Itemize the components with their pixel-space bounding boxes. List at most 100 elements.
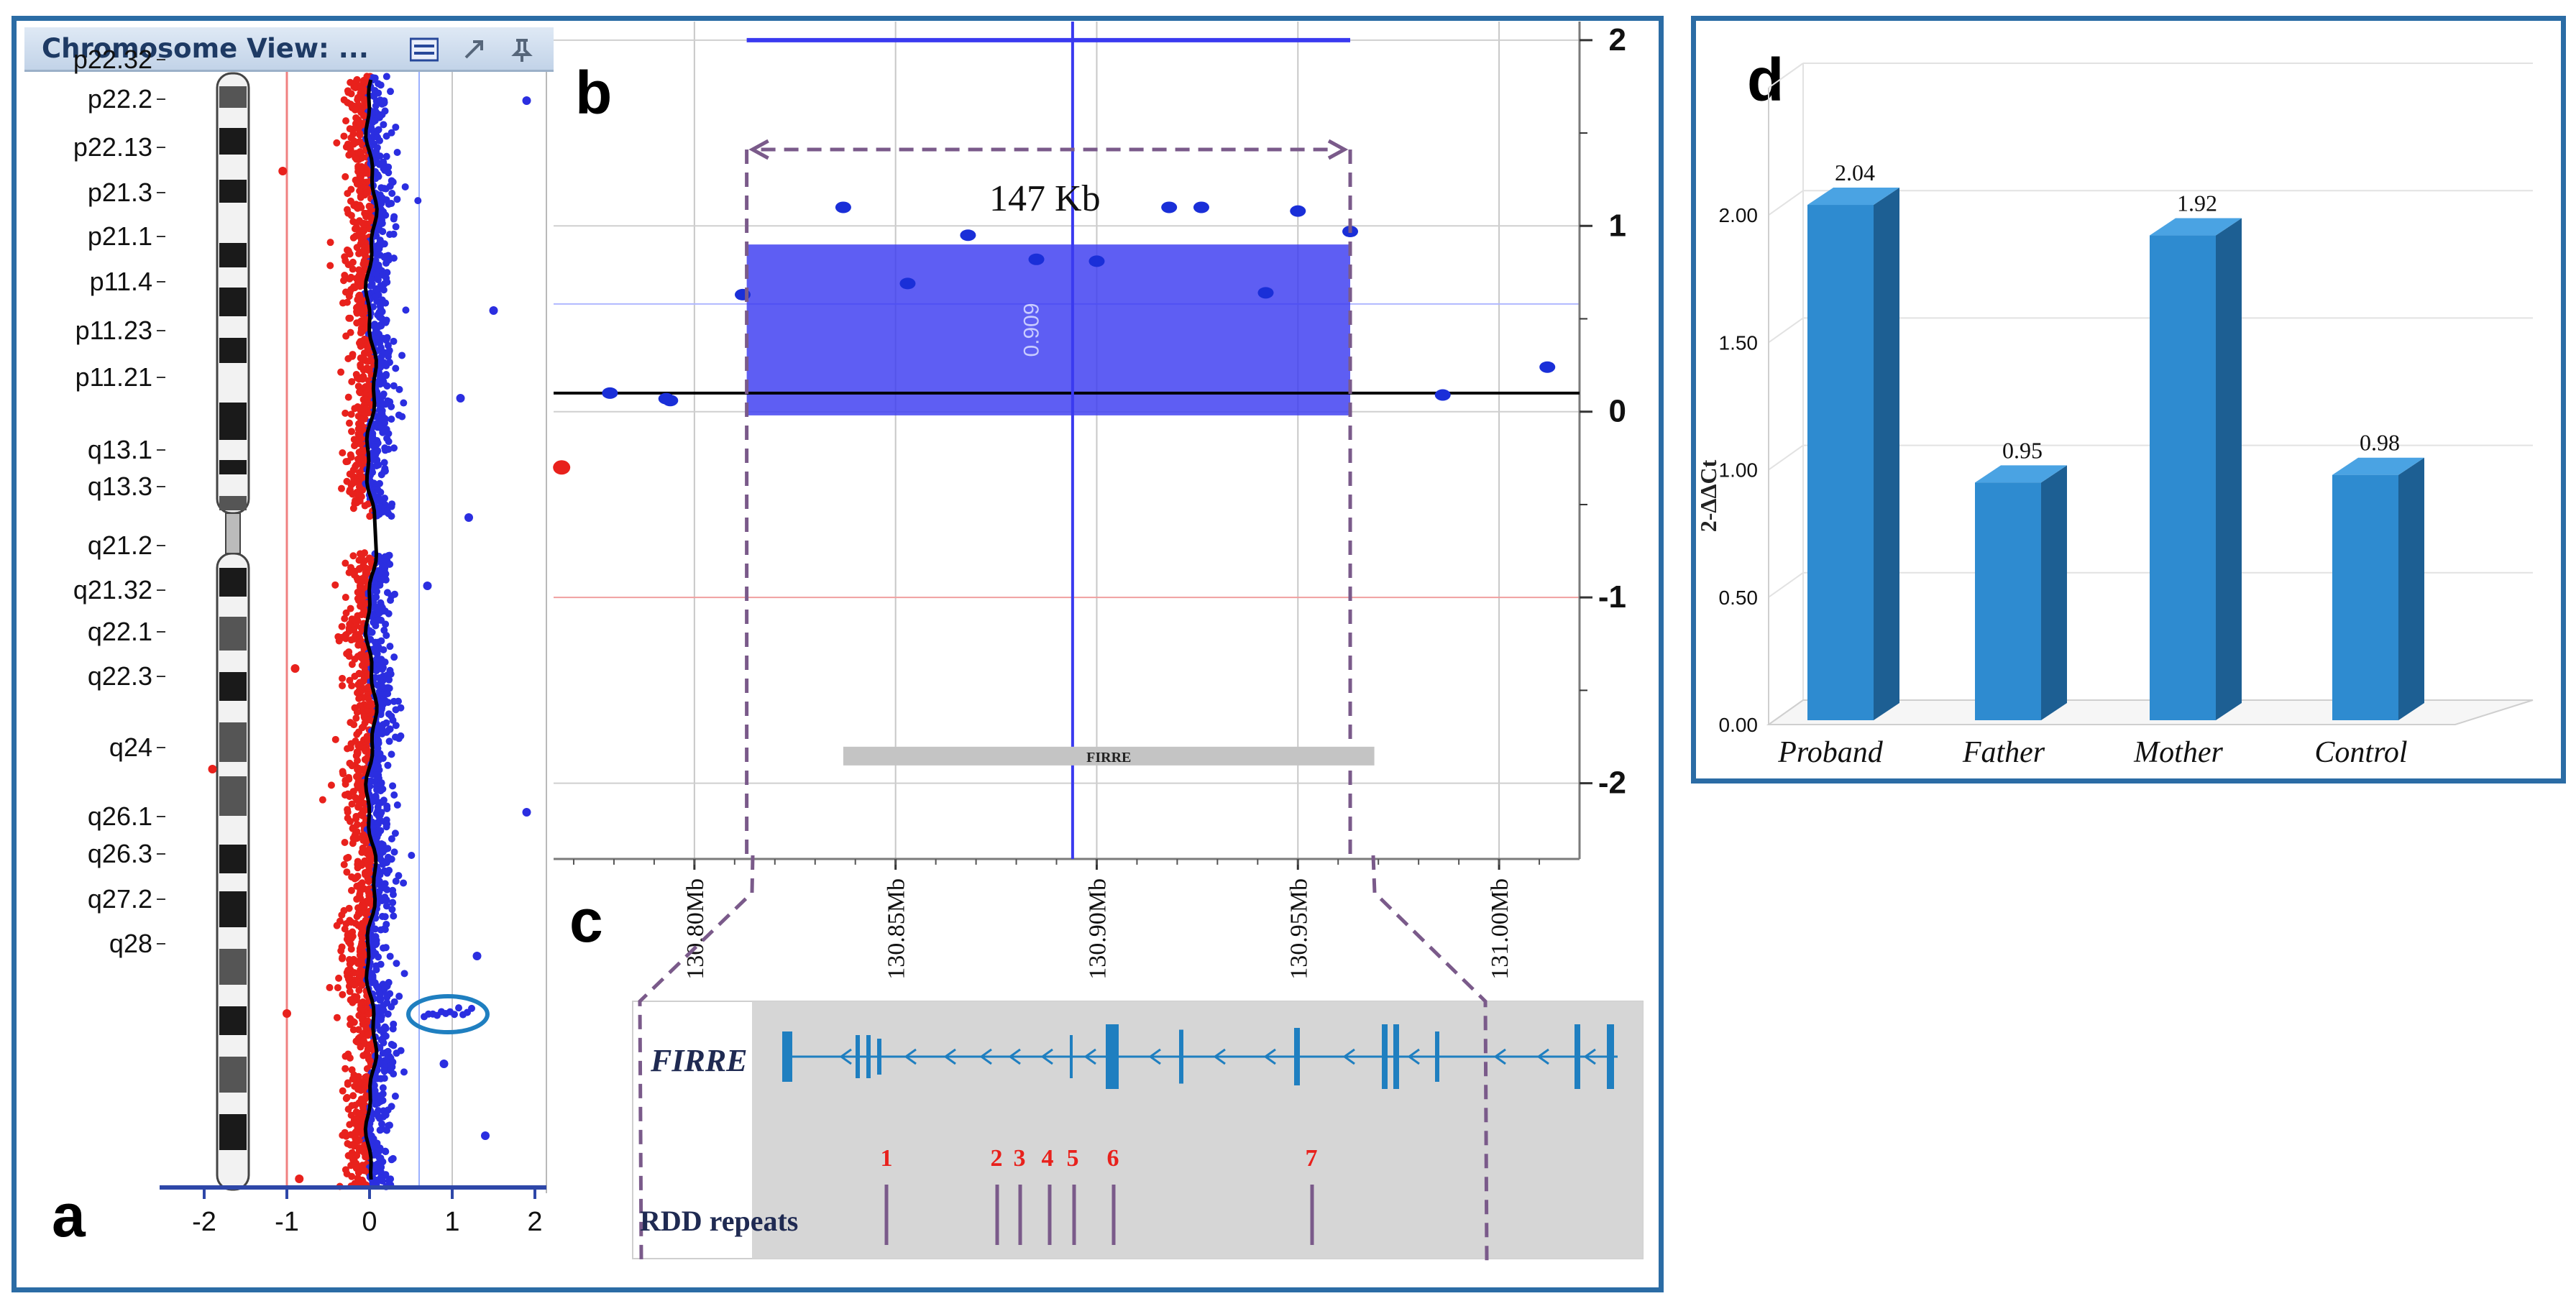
probe-point [349, 490, 357, 498]
cytoband-label: q26.1 [88, 801, 152, 831]
probe-point [388, 502, 395, 510]
probe-point [327, 781, 335, 789]
probe-point [351, 442, 359, 450]
probe-point [351, 106, 359, 114]
pin-icon[interactable] [508, 36, 536, 63]
y-axis-label: 2-ΔΔCt [1695, 459, 1721, 532]
probe-point [388, 403, 395, 410]
probe-point [349, 788, 357, 796]
probe-point [339, 299, 347, 307]
probe-point [339, 674, 347, 682]
cytoband [219, 460, 247, 474]
probe-point [345, 293, 353, 300]
cytoband-label: p22.13 [73, 132, 152, 162]
cytoband [219, 496, 247, 510]
cytoband [219, 1114, 247, 1150]
probe-point [369, 456, 377, 464]
probe-point [353, 319, 361, 327]
probe-point [341, 615, 349, 622]
probe-point [402, 306, 410, 314]
cytoband [219, 568, 247, 597]
probe-point [342, 409, 349, 417]
probe-point [342, 635, 349, 643]
probe-point [389, 782, 397, 790]
y-tick-label: 0.50 [1719, 587, 1759, 609]
probe-point [345, 419, 353, 427]
y-grid-diag [1768, 444, 1804, 471]
probe-point [340, 132, 348, 140]
cytoband-label: p21.3 [88, 178, 152, 207]
y-grid-diag [1768, 571, 1804, 598]
probe-point [392, 722, 400, 730]
probe-point [348, 762, 356, 770]
probe-point [353, 730, 361, 738]
resize-icon[interactable] [460, 36, 489, 63]
probe-point [351, 672, 359, 680]
probe-point [347, 817, 354, 825]
probe-point [387, 597, 395, 605]
probe-point [349, 552, 357, 560]
probe-point [344, 261, 352, 269]
probe-point [380, 99, 388, 107]
list-icon[interactable] [410, 36, 439, 63]
bar-side [1874, 188, 1899, 720]
y-tick-label: 1.50 [1719, 331, 1759, 354]
bar-side [2041, 465, 2067, 720]
probe-point [398, 413, 406, 420]
probe-point [318, 796, 326, 804]
chromosome-ideogram [216, 72, 250, 1191]
cytoband [219, 672, 247, 701]
probe-point [377, 199, 385, 207]
probe-point [353, 244, 361, 252]
probe-point [382, 132, 390, 140]
probe-point [339, 770, 347, 778]
probe-point [353, 709, 361, 717]
panel-letter-d: d [1747, 46, 1784, 114]
probe-point [400, 399, 408, 407]
probe-point [345, 652, 353, 660]
probe-point [393, 196, 401, 203]
probe-point [385, 169, 393, 177]
probe-point [375, 479, 383, 487]
probe-point [392, 364, 400, 372]
cytoband-label: q27.2 [88, 884, 152, 914]
cytoband-label: p11.4 [90, 267, 152, 296]
probe-points [208, 73, 531, 1190]
cytoband-label: p22.32 [73, 45, 152, 74]
probe-point [347, 605, 354, 612]
probe-point [377, 471, 385, 479]
probe-point [352, 815, 360, 823]
probe-point [383, 382, 391, 390]
cytoband-label: p22.2 [88, 84, 152, 114]
probe-point [381, 446, 389, 454]
bar-side [2398, 457, 2424, 720]
probe-point [382, 152, 390, 160]
probe-point [348, 661, 356, 668]
category-label: Father [1962, 736, 2045, 769]
probe-point [347, 410, 355, 418]
probe-point [326, 239, 334, 247]
probe-point [382, 259, 390, 267]
probe-point [390, 444, 398, 452]
probe-point [338, 622, 346, 630]
probe-point [346, 250, 354, 258]
probe-point [389, 716, 397, 724]
category-label: Mother [2133, 736, 2223, 769]
probe-point [375, 609, 383, 617]
probe-point [346, 275, 354, 282]
cytoband [219, 338, 247, 363]
probe-point [345, 151, 353, 159]
probe-point [352, 155, 360, 163]
probe-point [385, 200, 393, 208]
bar-value-label: 0.98 [2360, 430, 2400, 456]
probe-point [388, 415, 395, 423]
probe-point [342, 458, 350, 466]
cytoband-label: q13.1 [88, 435, 152, 464]
probe-point [382, 632, 390, 640]
probe-point [376, 380, 384, 388]
bars: 2.04 Proband 0.95 Father 1.92 Mother 0.98 Contr… [1777, 160, 2424, 769]
probe-point [344, 808, 352, 816]
probe-point [386, 561, 394, 569]
probe-point [364, 737, 372, 745]
